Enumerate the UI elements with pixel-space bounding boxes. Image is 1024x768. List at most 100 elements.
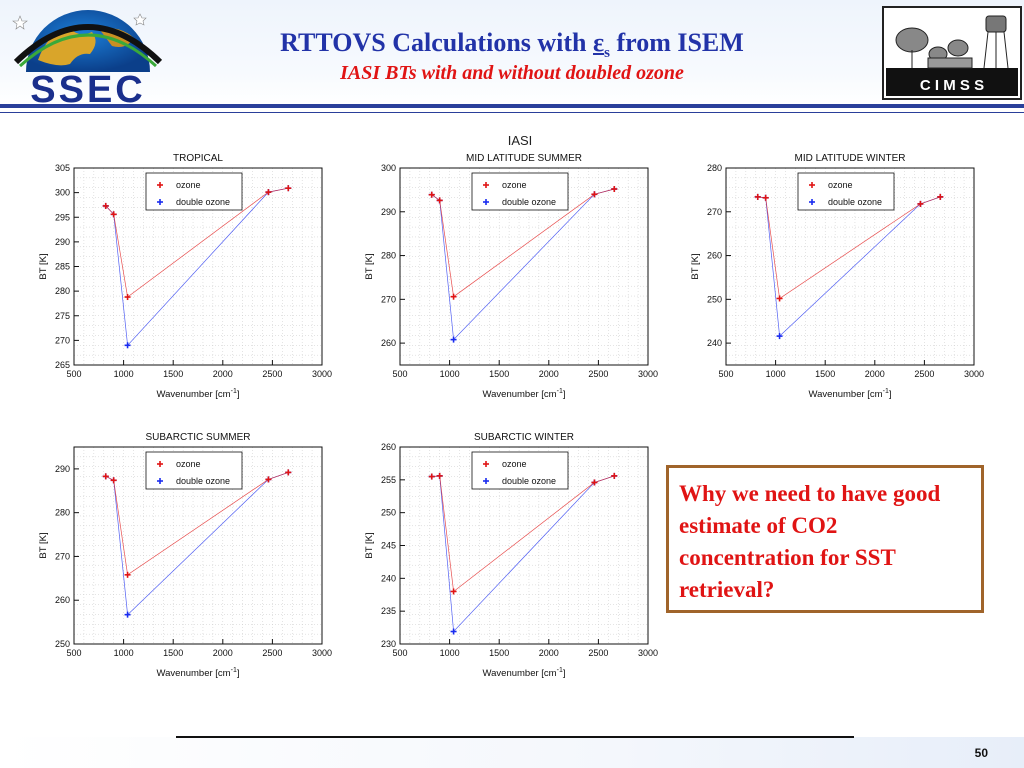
y-axis-label: BT [K] — [38, 532, 49, 558]
data-point-ozone — [450, 293, 457, 300]
x-tick-label: 2000 — [213, 648, 233, 658]
data-point-double-ozone — [124, 611, 131, 618]
data-point-ozone — [265, 189, 272, 196]
legend-label: double ozone — [502, 197, 556, 207]
chart-subarctic-summer: SUBARCTIC SUMMER 500 1000 1500 2000 2500 3000 2… — [38, 432, 332, 679]
x-axis-label-end: ] — [237, 668, 240, 679]
data-point-double-ozone — [124, 342, 131, 349]
legend: ozone double ozone — [471, 451, 569, 490]
y-tick-label: 280 — [707, 163, 722, 173]
chart-title: SUBARCTIC WINTER — [474, 432, 574, 443]
x-tick-label: 2500 — [588, 648, 608, 658]
y-tick-label: 265 — [55, 360, 70, 370]
iasi-label: IASI — [507, 133, 533, 148]
x-tick-label: 1500 — [163, 369, 183, 379]
x-tick-label: 1000 — [440, 648, 460, 658]
legend-box — [471, 451, 569, 490]
legend-label: ozone — [502, 459, 527, 469]
y-tick-label: 245 — [381, 541, 396, 551]
x-axis-label: Wavenumber [cm-1] — [483, 388, 566, 400]
legend: ozone double ozone — [145, 172, 243, 211]
y-tick-label: 290 — [55, 464, 70, 474]
x-axis-label-sup: -1 — [231, 388, 237, 395]
data-point-ozone — [937, 193, 944, 200]
data-point-ozone — [591, 479, 598, 486]
x-tick-label: 1000 — [114, 369, 134, 379]
header-rule-thin — [0, 112, 1024, 113]
x-tick-label: 2000 — [213, 369, 233, 379]
x-tick-label: 2500 — [262, 648, 282, 658]
legend-item: ozone — [483, 180, 527, 190]
title-suffix: from ISEM — [609, 28, 744, 57]
series-line-double-ozone — [431, 188, 615, 341]
x-axis-label-main: Wavenumber [cm — [157, 389, 231, 400]
x-tick-label: 3000 — [312, 648, 332, 658]
data-point-double-ozone — [776, 333, 783, 340]
x-tick-label: 500 — [66, 648, 81, 658]
x-axis-label-sup: -1 — [557, 667, 563, 674]
data-point-ozone — [110, 211, 117, 218]
legend-item: double ozone — [157, 197, 230, 207]
x-tick-label: 3000 — [638, 369, 658, 379]
x-tick-label: 1500 — [489, 369, 509, 379]
data-point-ozone — [124, 294, 131, 301]
y-tick-label: 270 — [55, 551, 70, 561]
x-axis-label-sup: -1 — [557, 388, 563, 395]
x-tick-label: 1000 — [766, 369, 786, 379]
epsilon-subscript: s — [604, 45, 610, 62]
x-axis-label-end: ] — [563, 389, 566, 400]
x-tick-label: 500 — [66, 369, 81, 379]
data-point-ozone — [265, 476, 272, 483]
data-point-ozone — [754, 193, 761, 200]
grid-lines — [73, 167, 323, 366]
x-axis-label-sup: -1 — [231, 667, 237, 674]
x-axis-label: Wavenumber [cm-1] — [157, 667, 240, 679]
legend-item: double ozone — [809, 197, 882, 207]
orbit-arc — [13, 24, 163, 65]
data-point-double-ozone — [450, 628, 457, 635]
y-tick-label: 280 — [55, 508, 70, 518]
x-axis-label-sup: -1 — [883, 388, 889, 395]
data-point-ozone — [611, 472, 618, 479]
legend-label: double ozone — [502, 476, 556, 486]
footer-rule — [176, 736, 854, 738]
y-axis-label: BT [K] — [38, 253, 49, 279]
data-point-ozone — [428, 473, 435, 480]
y-tick-label: 300 — [55, 188, 70, 198]
x-tick-label: 2500 — [262, 369, 282, 379]
legend-item: ozone — [483, 459, 527, 469]
x-tick-label: 1500 — [815, 369, 835, 379]
x-tick-label: 3000 — [964, 369, 984, 379]
x-axis-label-main: Wavenumber [cm — [483, 668, 557, 679]
epsilon-symbol: εs — [593, 28, 610, 61]
data-point-ozone — [102, 202, 109, 209]
data-point-ozone — [611, 186, 618, 193]
x-tick-label: 2500 — [914, 369, 934, 379]
title-prefix: RTTOVS Calculations with — [280, 28, 594, 57]
y-tick-label: 240 — [381, 573, 396, 583]
x-tick-label: 2000 — [539, 369, 559, 379]
y-tick-label: 290 — [55, 237, 70, 247]
legend-label: ozone — [828, 180, 853, 190]
x-tick-label: 1000 — [114, 648, 134, 658]
header-rule-thick — [0, 104, 1024, 108]
orbit-arc-inner — [18, 33, 158, 68]
data-point-ozone — [436, 197, 443, 204]
y-tick-label: 240 — [707, 338, 722, 348]
footer-band — [0, 737, 1024, 768]
data-point-ozone — [110, 477, 117, 484]
ssec-logo-text: SSEC — [30, 69, 145, 106]
y-tick-label: 290 — [381, 207, 396, 217]
epsilon-letter: ε — [593, 28, 605, 57]
y-tick-label: 295 — [55, 212, 70, 222]
legend-label: double ozone — [176, 476, 230, 486]
data-point-ozone — [762, 194, 769, 201]
header-band — [0, 0, 1024, 105]
plot-frame — [399, 167, 649, 366]
x-axis-label: Wavenumber [cm-1] — [483, 667, 566, 679]
x-tick-label: 3000 — [638, 648, 658, 658]
data-point-ozone — [436, 472, 443, 479]
legend: ozone double ozone — [471, 172, 569, 211]
data-point-ozone — [450, 588, 457, 595]
series-line-double-ozone — [105, 472, 289, 616]
